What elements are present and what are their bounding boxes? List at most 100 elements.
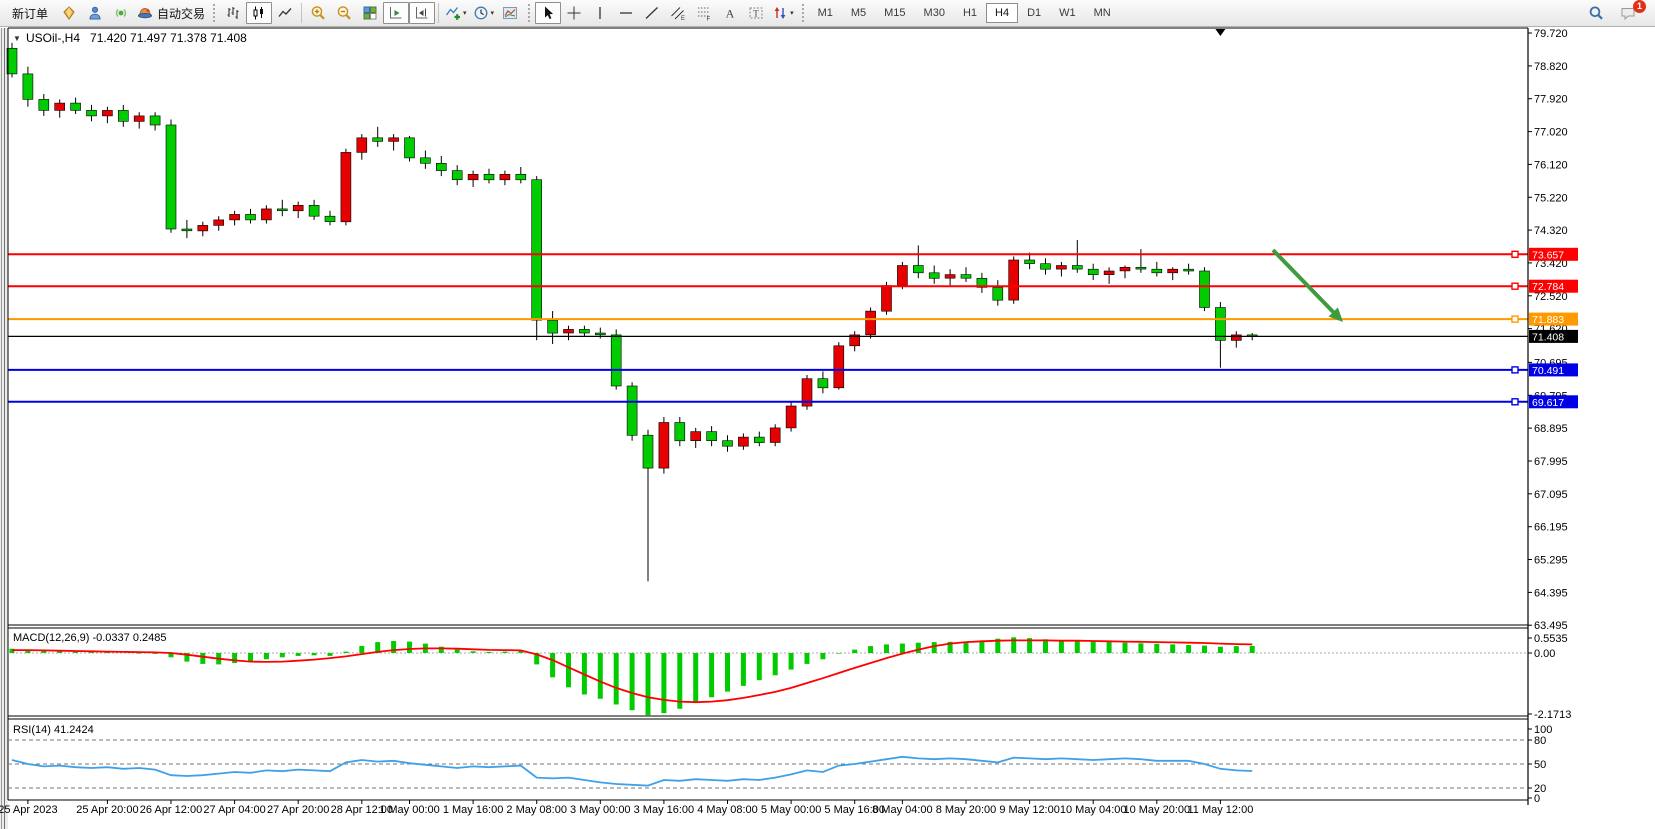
svg-text:28 Apr 12:00: 28 Apr 12:00	[331, 804, 393, 816]
chart-shift-button[interactable]	[409, 2, 436, 24]
svg-text:70.491: 70.491	[1532, 365, 1564, 377]
search-button[interactable]	[1583, 2, 1609, 24]
crosshair-button[interactable]	[561, 2, 587, 24]
trendline-icon	[644, 5, 660, 21]
time-axis[interactable]: 25 Apr 2023 25 Apr 20:00 26 Apr 12:00 27 Ap…	[0, 800, 1253, 816]
horizontal-line-objects[interactable]	[8, 250, 1528, 406]
svg-text:3 May 00:00: 3 May 00:00	[570, 804, 631, 816]
symbol-period-label: USOil-,H4 71.420 71.497 71.378 71.408	[26, 31, 247, 45]
timeframe-h1-button[interactable]: H1	[954, 3, 986, 23]
vertical-line-icon	[592, 5, 608, 21]
chart-type-group	[220, 2, 298, 24]
timeframe-m5-button[interactable]: M5	[842, 3, 875, 23]
text-button[interactable]: A	[717, 2, 743, 24]
timeframe-h4-button[interactable]: H4	[986, 3, 1019, 23]
gem-icon	[61, 5, 77, 21]
indicators-button[interactable]: ▾	[442, 2, 470, 24]
svg-text:27 Apr 04:00: 27 Apr 04:00	[203, 804, 265, 816]
svg-text:F: F	[707, 17, 711, 22]
svg-text:2 May 08:00: 2 May 08:00	[506, 804, 567, 816]
drawing-tools-group: E F A T ▾	[535, 2, 797, 24]
svg-text:73.657: 73.657	[1532, 249, 1564, 261]
svg-text:8 May 04:00: 8 May 04:00	[872, 804, 933, 816]
zoom-out-button[interactable]	[331, 2, 357, 24]
svg-text:E: E	[681, 16, 685, 21]
rsi-line	[11, 755, 1253, 787]
svg-text:0: 0	[1534, 793, 1540, 805]
signals-button[interactable]	[108, 2, 134, 24]
toolbar-drag-handle[interactable]	[213, 4, 216, 22]
timeframe-m1-button[interactable]: M1	[809, 3, 842, 23]
horizontal-line-button[interactable]	[613, 2, 639, 24]
toolbar-drag-handle[interactable]	[801, 4, 804, 22]
line-chart-button[interactable]	[272, 2, 298, 24]
periods-button[interactable]: ▾	[470, 2, 498, 24]
bar-chart-icon	[225, 5, 241, 21]
toolbar-separator	[438, 3, 440, 23]
svg-text:10 May 04:00: 10 May 04:00	[1060, 804, 1127, 816]
equidistant-channel-button[interactable]: E	[665, 2, 691, 24]
trendline-button[interactable]	[639, 2, 665, 24]
svg-text:77.020: 77.020	[1534, 127, 1568, 139]
fibonacci-button[interactable]: F	[691, 2, 717, 24]
macd-panel: 0.5535 0.00 -2.1713 MACD(12,26,9) -0.0337 0…	[8, 632, 1571, 721]
svg-text:69.617: 69.617	[1532, 397, 1564, 409]
timeframe-mn-button[interactable]: MN	[1085, 3, 1120, 23]
svg-text:1 May 00:00: 1 May 00:00	[379, 804, 440, 816]
price-axis[interactable]: 79.720 78.820 77.920 77.020 76.120 75.220 74.3…	[1528, 28, 1578, 632]
svg-text:▼: ▼	[13, 34, 21, 43]
toolbar-drag-handle[interactable]	[528, 4, 531, 22]
event-marker-icon[interactable]	[1215, 29, 1226, 36]
svg-text:9 May 12:00: 9 May 12:00	[999, 804, 1060, 816]
text-label-button[interactable]: T	[743, 2, 769, 24]
timeframe-m30-button[interactable]: M30	[915, 3, 954, 23]
strategy-tester-icon	[87, 5, 103, 21]
zoom-out-icon	[336, 5, 352, 21]
templates-button[interactable]	[497, 2, 523, 24]
autotrading-button[interactable]: 自动交易	[134, 2, 208, 24]
svg-text:20: 20	[1534, 783, 1546, 795]
timeframe-m15-button[interactable]: M15	[875, 3, 914, 23]
chart-title: ▼ USOil-,H4 71.420 71.497 71.378 71.408	[13, 31, 247, 45]
templates-icon	[502, 5, 518, 21]
cursor-button[interactable]	[535, 2, 562, 24]
svg-text:76.120: 76.120	[1534, 159, 1568, 171]
vertical-line-button[interactable]	[587, 2, 613, 24]
svg-text:67.095: 67.095	[1534, 489, 1568, 501]
tile-windows-button[interactable]	[357, 2, 383, 24]
svg-text:64.395: 64.395	[1534, 587, 1568, 599]
arrows-icon	[772, 5, 788, 21]
zoom-in-button[interactable]	[305, 2, 331, 24]
svg-text:74.320: 74.320	[1534, 225, 1568, 237]
svg-text:79.720: 79.720	[1534, 28, 1568, 40]
svg-text:-2.1713: -2.1713	[1534, 709, 1571, 721]
svg-text:0.00: 0.00	[1534, 648, 1555, 660]
svg-text:66.195: 66.195	[1534, 522, 1568, 534]
svg-text:65.295: 65.295	[1534, 555, 1568, 567]
new-order-button[interactable]: 新订单	[4, 2, 56, 24]
periods-icon	[473, 5, 489, 21]
bar-chart-button[interactable]	[220, 2, 246, 24]
svg-text:3 May 16:00: 3 May 16:00	[634, 804, 695, 816]
candlestick-button[interactable]	[246, 2, 273, 24]
zoom-group	[305, 2, 383, 24]
timeframe-d1-button[interactable]: D1	[1018, 3, 1050, 23]
svg-text:0.5535: 0.5535	[1534, 633, 1568, 645]
strategy-tester-button[interactable]	[82, 2, 108, 24]
svg-text:5 May 16:00: 5 May 16:00	[824, 804, 885, 816]
crosshair-icon	[566, 5, 582, 21]
gem-button[interactable]	[56, 2, 82, 24]
arrows-button[interactable]: ▾	[769, 2, 797, 24]
svg-text:73.420: 73.420	[1534, 258, 1568, 270]
auto-scroll-button[interactable]	[383, 2, 410, 24]
svg-text:80: 80	[1534, 735, 1546, 747]
rsi-label: RSI(14) 41.2424	[13, 724, 94, 736]
timeframe-w1-button[interactable]: W1	[1050, 3, 1085, 23]
arrow-object[interactable]	[1271, 248, 1343, 322]
svg-text:78.820: 78.820	[1534, 61, 1568, 73]
svg-text:71.883: 71.883	[1532, 314, 1564, 326]
chat-button[interactable]: 1	[1615, 0, 1646, 24]
indicators-icon	[445, 5, 461, 21]
